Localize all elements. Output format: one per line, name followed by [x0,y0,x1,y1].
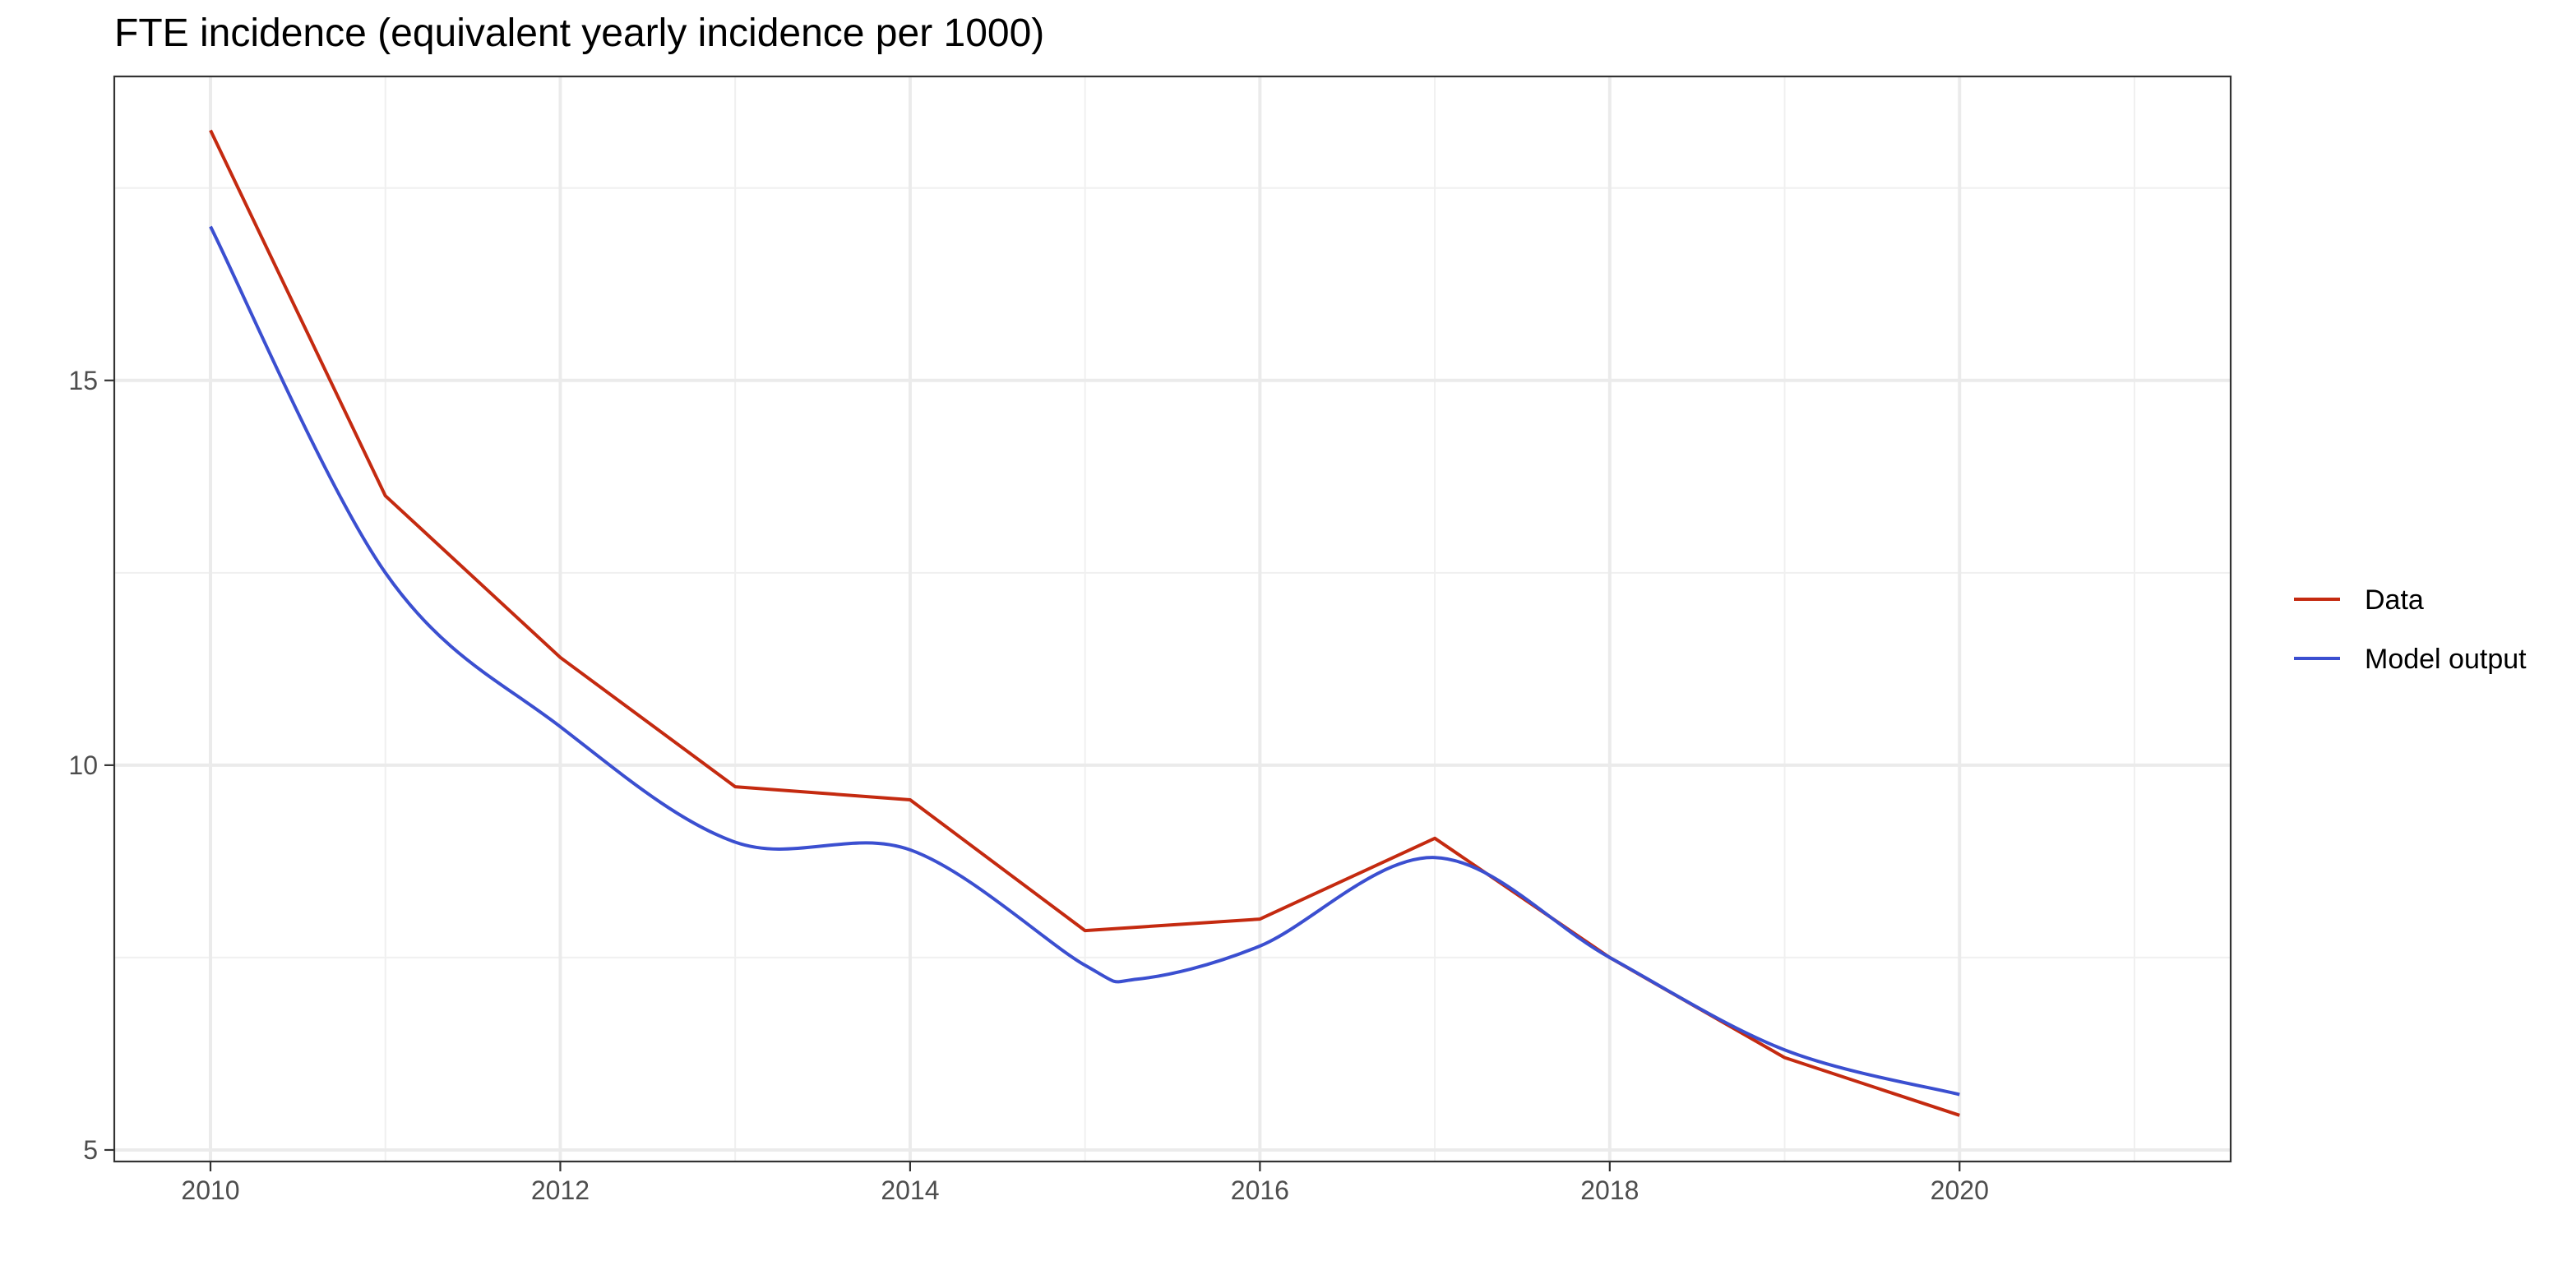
y-tick-label: 10 [68,750,98,780]
chart-title: FTE incidence (equivalent yearly inciden… [114,12,1044,55]
major-gridlines [114,76,2231,1161]
legend: Data Model output [2294,584,2527,675]
series-line-model-output [209,225,1960,1097]
x-tick-label: 2012 [531,1175,590,1205]
series-lines [209,129,1960,1117]
plot-panel-border [113,75,2232,1163]
legend-label-model-output: Model output [2365,644,2527,675]
x-tick-label: 2020 [1931,1175,1989,1205]
x-tick-label: 2014 [881,1175,939,1205]
minor-gridlines [114,76,2231,1161]
x-tick-label: 2016 [1231,1175,1289,1205]
x-tick-label: 2018 [1580,1175,1639,1205]
y-tick-label: 15 [68,366,98,395]
x-tick-label: 2010 [181,1175,239,1205]
axes: 2010 2012 2014 2016 2018 2020 5 10 15 [68,366,1988,1205]
y-tick-label: 5 [83,1135,98,1165]
legend-label-data: Data [2365,584,2424,616]
